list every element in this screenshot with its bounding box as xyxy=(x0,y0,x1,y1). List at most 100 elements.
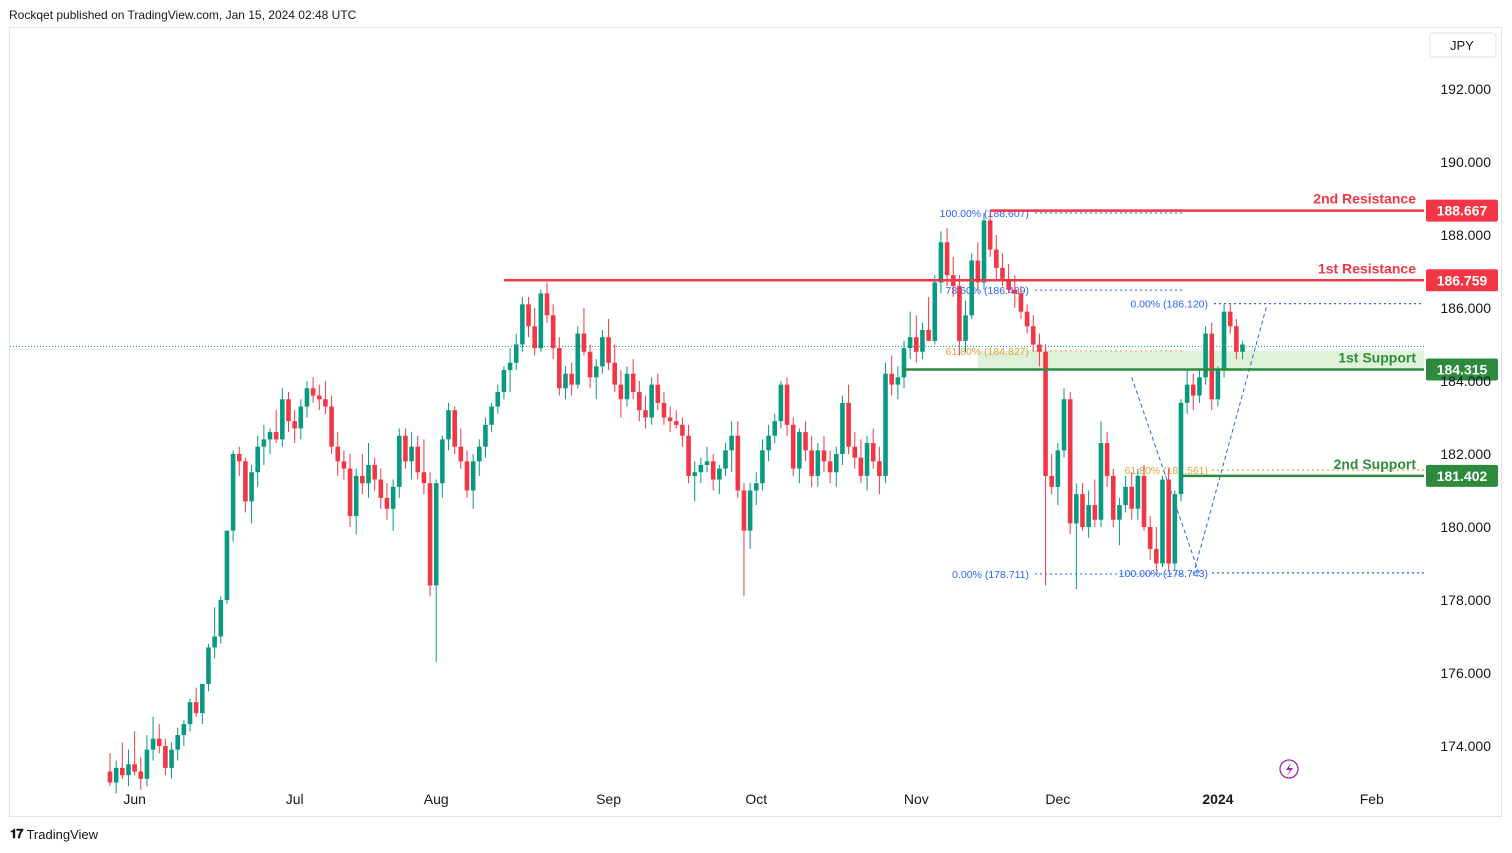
candle-body xyxy=(187,702,193,725)
candle-body xyxy=(1110,475,1116,520)
candle-body xyxy=(1184,384,1190,403)
candle-body xyxy=(1178,402,1184,495)
candle-body xyxy=(501,370,507,392)
candle-body xyxy=(723,450,728,469)
y-tick-label: 190.000 xyxy=(1440,154,1491,170)
candle-body xyxy=(464,461,470,491)
candle-body xyxy=(655,384,661,403)
fib-right-label: 100.00% (178.743) xyxy=(1119,568,1208,580)
candle-body xyxy=(963,315,968,341)
candle-body xyxy=(1172,494,1178,564)
candle-body xyxy=(766,435,771,451)
candle-body xyxy=(1067,399,1073,524)
candle-body xyxy=(1221,311,1227,371)
candle-body xyxy=(587,351,593,378)
candle-body xyxy=(889,373,894,385)
x-tick-label: Dec xyxy=(1045,791,1070,807)
candle-body xyxy=(563,373,568,389)
candle-body xyxy=(1092,505,1098,520)
candle-body xyxy=(513,344,519,363)
candle-body xyxy=(550,315,556,349)
x-tick-label: Nov xyxy=(904,791,929,807)
candle-body xyxy=(797,432,802,469)
candle-body xyxy=(236,454,242,462)
y-tick-label: 188.000 xyxy=(1440,227,1491,243)
candle-body xyxy=(495,391,501,407)
candle-body xyxy=(113,767,119,783)
candle-body xyxy=(1147,527,1153,549)
candle-body xyxy=(1061,399,1067,451)
price-tag xyxy=(1426,199,1498,222)
candle-body xyxy=(741,490,747,531)
price-tag-label: 186.759 xyxy=(1437,272,1488,288)
candle-body xyxy=(667,417,673,422)
candle-body xyxy=(360,475,365,484)
candle-body xyxy=(144,749,150,779)
candle-body xyxy=(329,406,334,447)
candle-body xyxy=(833,454,839,473)
price-tag xyxy=(1426,358,1498,381)
candle-body xyxy=(895,377,901,385)
candle-body xyxy=(864,443,870,476)
candle-body xyxy=(526,304,531,327)
candle-body xyxy=(932,282,938,341)
candle-body xyxy=(507,362,513,371)
candle-body xyxy=(218,600,224,637)
candle-body xyxy=(1141,475,1147,527)
y-tick-label: 192.000 xyxy=(1440,81,1491,97)
candle-body xyxy=(193,702,199,714)
candle-body xyxy=(735,435,741,491)
price-tag-label: 181.402 xyxy=(1437,468,1488,484)
candle-body xyxy=(1203,333,1208,378)
candle-body xyxy=(901,348,907,378)
candle-body xyxy=(784,384,790,425)
candle-body xyxy=(686,435,691,476)
candle-body xyxy=(156,738,162,746)
candle-body xyxy=(372,464,377,480)
y-tick-label: 186.000 xyxy=(1440,300,1491,316)
candle-body xyxy=(452,410,457,447)
candle-body xyxy=(920,329,925,352)
candle-body xyxy=(477,446,482,462)
candle-body xyxy=(1006,278,1011,290)
candle-body xyxy=(255,446,261,473)
candle-body xyxy=(446,410,451,440)
candle-body xyxy=(1160,479,1165,564)
candle-body xyxy=(532,326,537,349)
candle-body xyxy=(1080,494,1085,527)
candle-body xyxy=(821,450,827,462)
candle-body xyxy=(335,446,341,462)
candle-body xyxy=(384,497,390,509)
support-label: 1st Support xyxy=(1338,350,1416,366)
candle-body xyxy=(403,435,408,462)
footer-brand-label: TradingView xyxy=(26,826,99,842)
x-tick-label: 2024 xyxy=(1202,791,1233,807)
candle-body xyxy=(637,391,642,411)
candle-body xyxy=(261,439,267,447)
candle-body xyxy=(390,486,396,509)
support-label: 2nd Support xyxy=(1334,456,1417,472)
candle-body xyxy=(138,771,144,779)
y-tick-label: 180.000 xyxy=(1440,519,1491,535)
candle-body xyxy=(840,402,845,454)
candle-body xyxy=(710,461,716,480)
candle-body xyxy=(581,333,587,352)
candle-body xyxy=(415,446,421,473)
currency-box[interactable]: JPY xyxy=(1429,32,1497,58)
candle-body xyxy=(790,424,796,469)
candle-body xyxy=(544,293,550,316)
candle-body xyxy=(1227,311,1233,327)
candle-body xyxy=(747,490,753,531)
candle-body xyxy=(661,402,667,418)
candle-body xyxy=(1166,479,1171,564)
candle-body xyxy=(704,461,710,465)
candle-body xyxy=(938,242,944,283)
footer-brand[interactable]: 𝟏𝟕 TradingView xyxy=(10,826,98,842)
candle-body xyxy=(1215,370,1221,400)
price-tag xyxy=(1426,269,1498,292)
candle-body xyxy=(593,366,599,378)
candle-body xyxy=(1098,443,1104,520)
candle-body xyxy=(520,304,525,345)
lightning-icon[interactable] xyxy=(1279,759,1299,779)
